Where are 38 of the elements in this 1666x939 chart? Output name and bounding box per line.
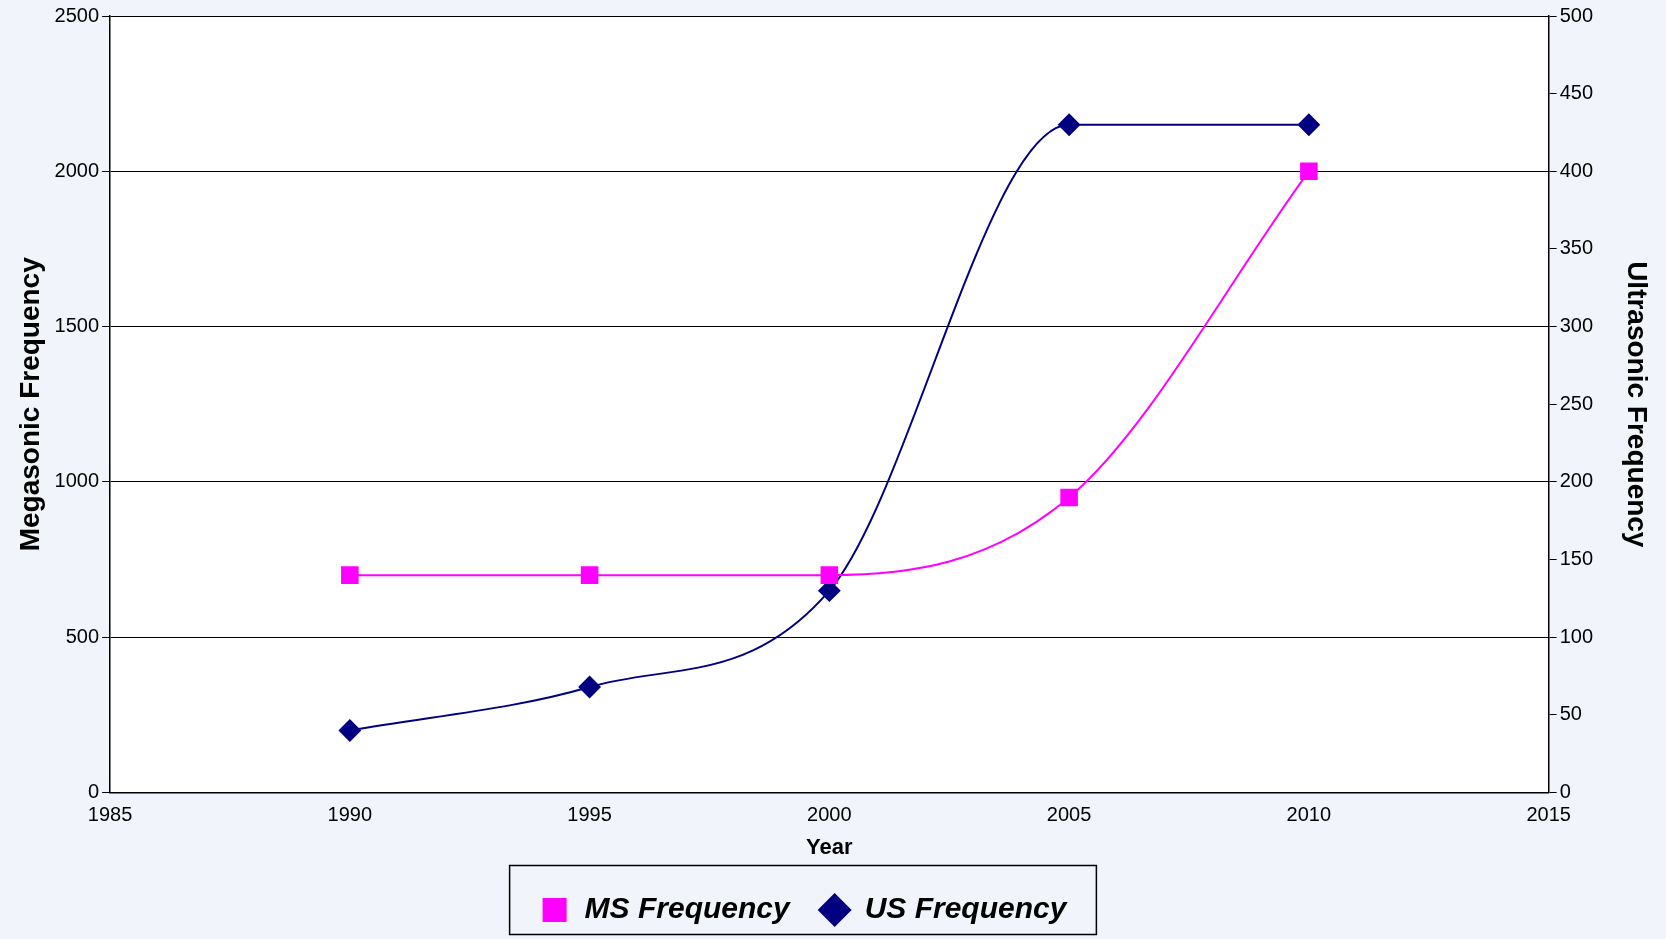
point [1060,488,1078,507]
point [1058,113,1081,136]
point [341,566,359,584]
y2-tick-label: 250 [1559,391,1594,414]
x-tick-label: 2010 [1286,803,1332,826]
x-tick-label: 2015 [1526,803,1571,826]
y2-tick-label: 500 [1559,3,1594,26]
y2-tick-label: 200 [1559,469,1594,492]
y2-tick-label: 150 [1559,547,1594,570]
x-axis-title: Year [806,833,854,859]
point [820,566,839,584]
y-tick-label: 2500 [54,3,100,26]
y2-tick-label: 300 [1559,314,1594,337]
legend-label: MS Frequency [584,891,791,925]
point [580,566,599,584]
y-tick-label: 500 [65,624,100,647]
y2-tick-label: 50 [1559,702,1582,725]
x-tick-label: 2000 [807,803,852,826]
point [1297,113,1320,136]
x-tick-label: 1985 [87,803,133,826]
y2-tick-label: 350 [1559,236,1594,259]
x-tick-label: 1990 [327,803,373,826]
y2-tick-label: 450 [1559,81,1594,104]
y2-tick-label: 0 [1559,780,1571,803]
x-tick-label: 1995 [567,803,612,826]
y2-tick-label: 100 [1559,624,1594,647]
y2-tick-label: 400 [1559,158,1594,181]
y-tick-label: 0 [87,780,100,803]
legend-label: US Frequency [864,891,1068,925]
y-axis-title: Megasonic Frequency [13,256,45,552]
point [578,675,601,698]
point [338,719,361,742]
y2-axis-title: Ultrasonic Frequency [1622,261,1654,548]
y-tick-label: 2000 [54,158,100,181]
point [1300,162,1318,181]
x-tick-label: 2005 [1046,803,1092,826]
y-tick-label: 1500 [54,314,100,337]
y-tick-label: 1000 [54,469,100,492]
